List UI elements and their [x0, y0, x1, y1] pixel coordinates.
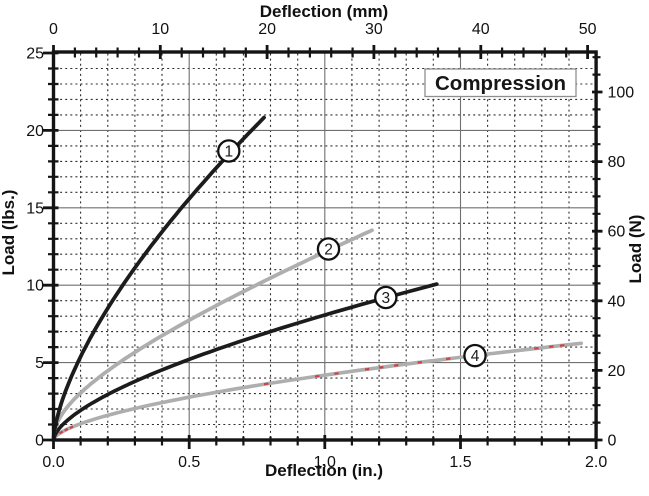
svg-text:Deflection (in.): Deflection (in.): [265, 461, 383, 480]
svg-text:3: 3: [381, 290, 390, 307]
svg-text:Load (lbs.): Load (lbs.): [0, 190, 18, 276]
svg-text:0.5: 0.5: [178, 454, 200, 471]
svg-text:15: 15: [26, 200, 44, 217]
svg-text:60: 60: [608, 224, 626, 241]
svg-text:2: 2: [324, 241, 333, 258]
svg-text:0.0: 0.0: [42, 454, 64, 471]
svg-text:20: 20: [258, 21, 276, 38]
svg-text:10: 10: [26, 278, 44, 295]
svg-text:50: 50: [579, 21, 597, 38]
svg-text:25: 25: [26, 46, 44, 63]
svg-text:20: 20: [608, 363, 626, 380]
svg-text:Load (N): Load (N): [626, 215, 645, 284]
svg-text:1: 1: [224, 143, 233, 160]
svg-text:40: 40: [472, 21, 490, 38]
svg-text:0: 0: [35, 433, 44, 450]
svg-text:20: 20: [26, 123, 44, 140]
svg-text:100: 100: [608, 85, 635, 102]
svg-text:Deflection (mm): Deflection (mm): [260, 2, 388, 21]
svg-text:40: 40: [608, 293, 626, 310]
svg-text:1.0: 1.0: [314, 454, 336, 471]
svg-text:0: 0: [608, 433, 617, 450]
svg-text:5: 5: [35, 355, 44, 372]
svg-text:2.0: 2.0: [585, 454, 607, 471]
svg-text:10: 10: [151, 21, 169, 38]
svg-text:80: 80: [608, 154, 626, 171]
svg-text:0: 0: [49, 21, 58, 38]
svg-text:Compression: Compression: [435, 72, 566, 95]
svg-text:4: 4: [471, 348, 480, 365]
svg-text:1.5: 1.5: [449, 454, 471, 471]
svg-text:30: 30: [365, 21, 383, 38]
